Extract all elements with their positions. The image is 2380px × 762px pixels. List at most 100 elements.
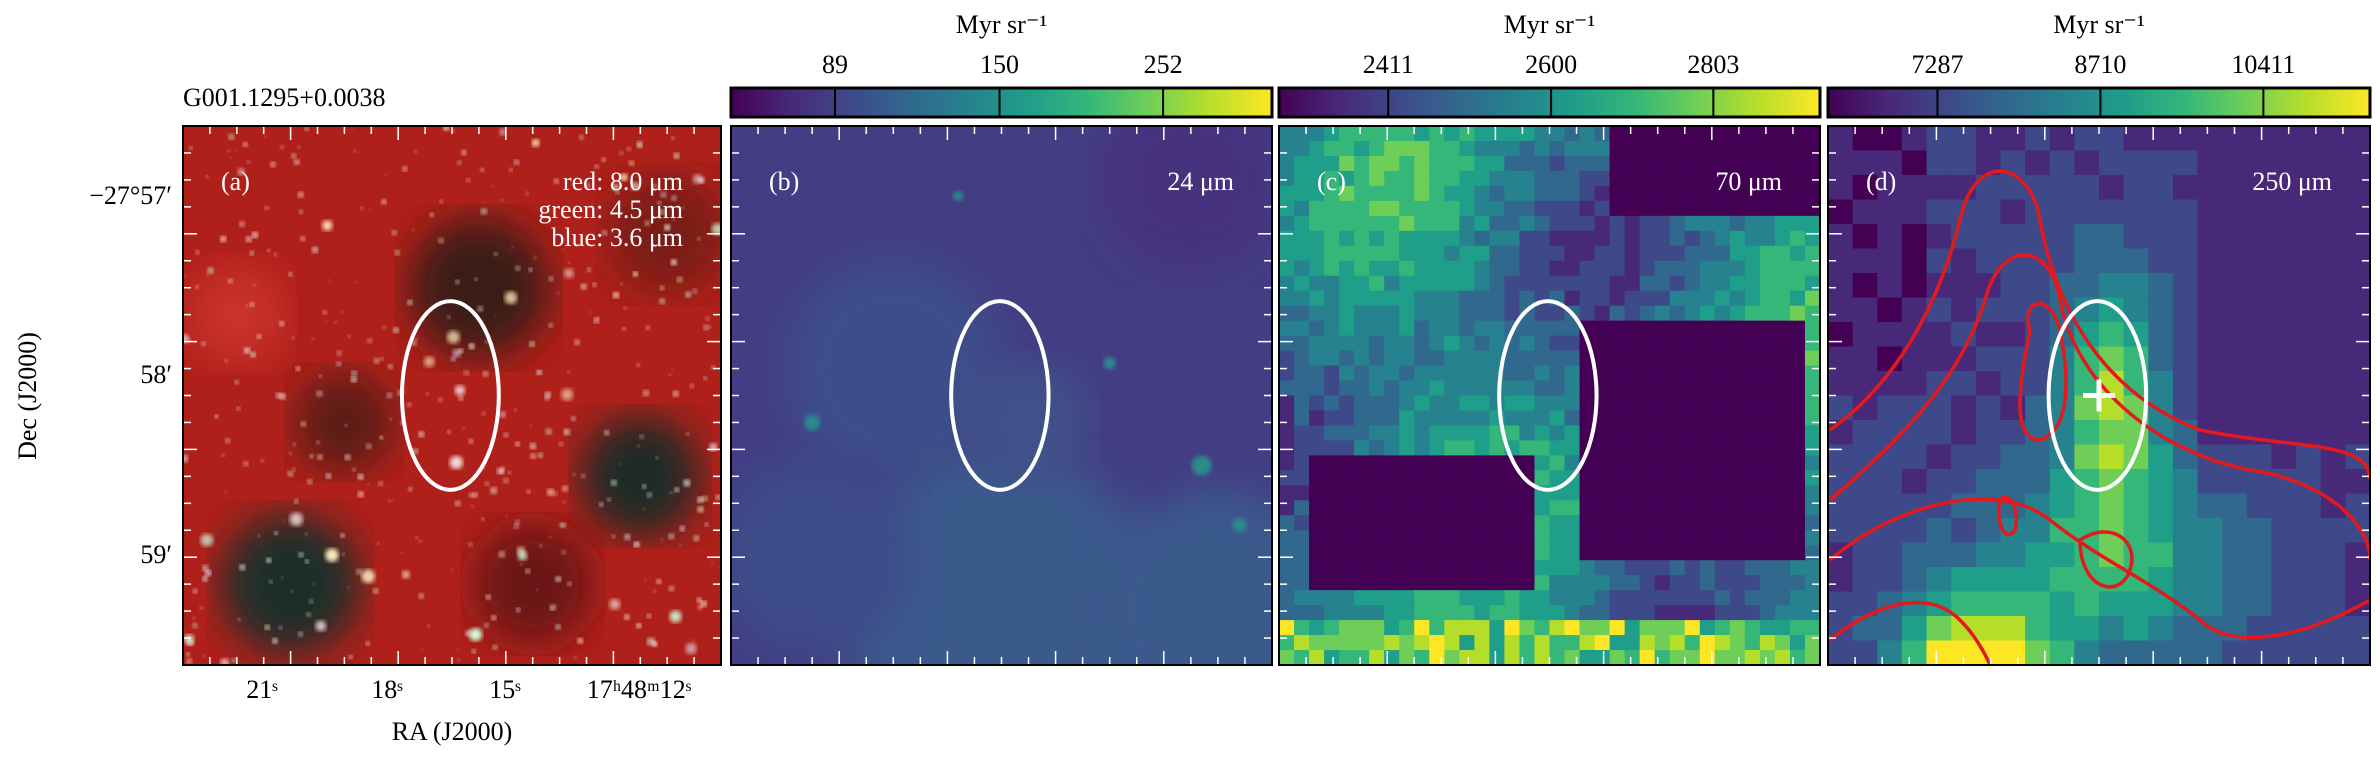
pixel: [1877, 322, 1903, 348]
star: [357, 491, 364, 498]
pixel: [1639, 170, 1656, 187]
star: [681, 206, 685, 210]
pixel: [1639, 425, 1656, 442]
pixel: [2172, 640, 2199, 665]
pixel: [1759, 635, 1776, 651]
pixel: [1639, 470, 1656, 486]
pixel: [2099, 150, 2125, 176]
pixel: [1729, 515, 1746, 531]
pixel: [1564, 185, 1581, 202]
contour: [2018, 301, 2068, 442]
pixel: [1354, 155, 1370, 172]
pixel: [1669, 500, 1686, 516]
pixel: [1877, 542, 1903, 568]
pixel: [2172, 248, 2199, 274]
pixel: [1534, 410, 1551, 427]
dec-tick-label: 58′: [140, 360, 172, 389]
pixel: [1504, 425, 1521, 442]
pixel: [1828, 640, 1854, 665]
pixel: [1429, 380, 1445, 397]
pixel: [1684, 650, 1701, 665]
pixel: [1654, 140, 1671, 157]
star: [685, 291, 692, 298]
pixel: [1759, 170, 1776, 187]
region-ellipse: [1497, 299, 1599, 492]
star: [468, 343, 475, 350]
star: [186, 652, 191, 657]
star: [529, 424, 533, 427]
pixel: [1429, 635, 1445, 651]
pixel: [1729, 155, 1746, 172]
pixel: [1654, 500, 1671, 516]
pixel: [1429, 560, 1445, 576]
star: [288, 452, 292, 455]
star: [298, 631, 304, 637]
pixel: [1714, 530, 1731, 546]
pixel: [1414, 575, 1430, 591]
pixel: [1804, 620, 1820, 636]
pixel: [1519, 230, 1536, 247]
star: [279, 393, 286, 400]
star: [673, 152, 680, 159]
pixel: [1759, 455, 1776, 471]
colorbar-tick-label: 2803: [1687, 50, 1739, 79]
star: [579, 134, 584, 140]
pixel: [2345, 567, 2370, 593]
pixel: [2148, 322, 2174, 348]
pixel: [2246, 444, 2273, 470]
pixel: [1459, 155, 1475, 172]
pixel: [1669, 440, 1686, 456]
pixel: [1294, 260, 1310, 277]
pixel: [2246, 150, 2273, 176]
pixel: [1639, 455, 1656, 471]
pixel: [2345, 273, 2370, 299]
pixel: [1789, 620, 1806, 636]
star: [438, 397, 443, 402]
star: [251, 231, 258, 239]
pixel: [1414, 200, 1430, 217]
pixel: [1564, 425, 1581, 442]
pixel: [1609, 140, 1626, 157]
pixel: [1324, 545, 1340, 561]
pixel: [1564, 620, 1581, 636]
pixel: [2049, 567, 2075, 593]
pixel: [1699, 185, 1716, 202]
pixel: [1804, 605, 1820, 621]
pixel: [1339, 650, 1355, 665]
pixel: [1504, 575, 1521, 591]
pixel: [1384, 530, 1400, 546]
star: [266, 557, 272, 563]
pixel: [1369, 620, 1385, 636]
star: [530, 453, 537, 459]
star: [566, 370, 571, 374]
pixel: [2246, 199, 2273, 225]
pixel: [2099, 591, 2125, 617]
pixel: [1309, 350, 1325, 367]
pixel: [1852, 224, 1878, 250]
pixel: [1549, 590, 1566, 606]
pixel: [1901, 273, 1928, 299]
pixel: [1279, 440, 1295, 456]
pixel: [1309, 530, 1325, 546]
pixel: [1774, 230, 1791, 247]
pixel: [1339, 140, 1355, 157]
pixel: [1354, 605, 1370, 621]
star: [455, 500, 461, 507]
pixel: [1414, 455, 1430, 471]
pixel: [1774, 425, 1791, 442]
pixel: [1774, 650, 1791, 665]
pixel: [1444, 590, 1460, 606]
pixel: [1429, 126, 1445, 142]
pixel: [1534, 575, 1551, 591]
pixel: [2099, 273, 2125, 299]
pixel: [1324, 485, 1340, 501]
pixel: [1729, 230, 1746, 247]
pixel: [2296, 444, 2322, 470]
pixel: [1414, 260, 1430, 277]
pixel: [1684, 395, 1701, 412]
pixel: [2197, 518, 2223, 544]
pixel: [1414, 126, 1430, 142]
pixel: [1384, 350, 1400, 367]
pixel: [1877, 297, 1903, 323]
pixel: [1926, 126, 1952, 152]
